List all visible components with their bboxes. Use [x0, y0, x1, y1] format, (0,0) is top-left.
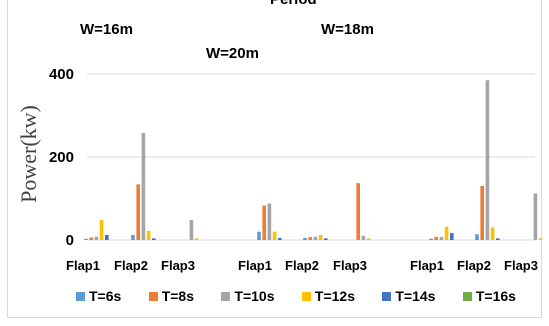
bar [99, 220, 104, 240]
x-tick-label: Flap1 [238, 258, 272, 273]
bar [94, 236, 99, 240]
legend-label: T=14s [395, 288, 436, 304]
bar [272, 231, 277, 240]
bar [366, 238, 371, 240]
legend-swatch [76, 291, 85, 301]
legend-label: T=12s [314, 288, 355, 304]
bar [324, 238, 328, 240]
bar [318, 235, 323, 240]
legend-label: T=6s [89, 288, 122, 304]
bar [84, 238, 88, 240]
legend-swatch [462, 291, 472, 301]
group-label-w18: W=18m [321, 21, 374, 38]
bar [105, 235, 109, 240]
bar [262, 205, 266, 240]
bar [485, 80, 490, 240]
legend-swatch [148, 291, 158, 301]
x-tick-label: Flap1 [410, 258, 444, 273]
x-tick-label: Flap2 [457, 258, 491, 273]
bar [480, 186, 484, 240]
legend-swatch [301, 291, 311, 301]
bar [189, 220, 194, 240]
legend-item-t10: T=10s [221, 288, 275, 304]
x-tick-label: Flap2 [285, 258, 319, 273]
x-tick-label: Flap3 [333, 258, 367, 273]
bar [313, 236, 318, 240]
legend-swatch [382, 291, 392, 301]
legend-swatch [221, 291, 231, 301]
bar [444, 226, 449, 240]
bar [439, 237, 444, 240]
bar [278, 237, 282, 240]
group-label-w20: W=20m [206, 45, 259, 62]
chart-title: Period [270, 0, 317, 8]
y-tick-label: 400 [49, 66, 74, 83]
legend-item-t14: T=14s [382, 288, 435, 304]
bar [89, 237, 93, 240]
bar [434, 237, 438, 240]
bar [308, 237, 312, 240]
bar [533, 193, 538, 240]
group-label-w16: W=16m [80, 21, 133, 38]
y-axis-label: Power(kw) [16, 105, 41, 203]
y-tick-label: 0 [66, 232, 74, 249]
bar [267, 203, 272, 240]
legend-item-t8: T=8s [148, 288, 195, 304]
chart-frame [7, 0, 542, 318]
bar [141, 132, 146, 240]
bar [490, 227, 495, 240]
bar [356, 183, 360, 240]
x-tick-label: Flap1 [66, 258, 100, 273]
legend-item-t12: T=12s [301, 288, 355, 304]
legend: T=6s T=8s T=10s T=12s T=14s T=16s [76, 288, 516, 304]
bar [475, 234, 479, 240]
bar [303, 237, 307, 240]
legend-item-t6: T=6s [76, 288, 121, 304]
bar [152, 238, 156, 240]
legend-label: T=16s [475, 288, 516, 304]
bar [429, 238, 433, 240]
bar [131, 235, 135, 240]
bar [361, 235, 366, 240]
x-tick-label: Flap2 [114, 258, 148, 273]
legend-label: T=10s [234, 288, 275, 304]
legend-label: T=8s [161, 288, 195, 304]
bar [538, 238, 543, 240]
bar [450, 232, 454, 240]
bar [194, 238, 199, 240]
y-tick-label: 200 [49, 149, 74, 166]
bar [496, 238, 500, 240]
x-tick-label: Flap3 [161, 258, 195, 273]
bar [136, 184, 140, 240]
bar [257, 231, 261, 240]
bar [146, 230, 151, 240]
legend-item-t16: T=16s [462, 288, 516, 304]
x-tick-label: Flap3 [504, 258, 538, 273]
